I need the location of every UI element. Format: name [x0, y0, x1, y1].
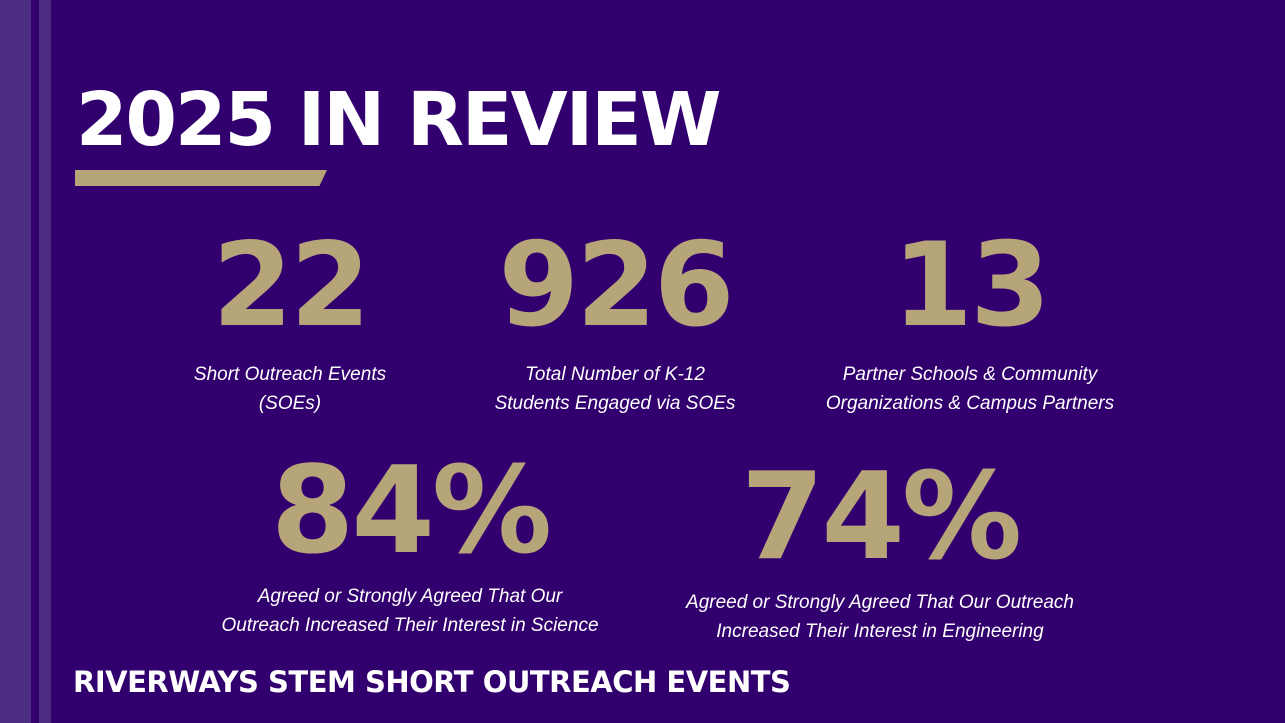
page-title: 2025 IN REVIEW [76, 77, 721, 163]
label-line: Outreach Increased Their Interest in Sci… [221, 615, 599, 636]
stat-label: Agreed or Strongly Agreed That Our Outre… [180, 582, 640, 640]
stat-value: 84% [270, 442, 552, 581]
stat-value: 13 [892, 218, 1050, 353]
decorative-stripe [39, 0, 51, 723]
stat-value: 926 [498, 218, 734, 353]
stat-label: Total Number of K-12 Students Engaged vi… [450, 360, 780, 418]
label-line: Students Engaged via SOEs [494, 393, 736, 414]
footer-title: RIVERWAYS STEM SHORT OUTREACH EVENTS [73, 665, 791, 699]
label-line: Agreed or Strongly Agreed That Our [257, 586, 563, 607]
stat-label: Short Outreach Events (SOEs) [140, 360, 440, 418]
label-line: Total Number of K-12 [525, 364, 705, 385]
label-line: Increased Their Interest in Engineering [716, 621, 1044, 642]
label-line: (SOEs) [258, 393, 322, 414]
label-line: Partner Schools & Community [842, 364, 1098, 385]
stat-partners: 13 Partner Schools & Community Organizat… [800, 226, 1140, 418]
label-line: Organizations & Campus Partners [825, 393, 1115, 414]
stat-label: Partner Schools & Community Organization… [800, 360, 1140, 418]
stat-engineering-interest: 74% Agreed or Strongly Agreed That Our O… [650, 456, 1110, 646]
stat-value: 22 [212, 218, 370, 353]
decorative-stripe [0, 0, 31, 723]
stat-events: 22 Short Outreach Events (SOEs) [140, 226, 440, 418]
stat-label: Agreed or Strongly Agreed That Our Outre… [650, 588, 1110, 646]
stat-students: 926 Total Number of K-12 Students Engage… [450, 226, 780, 418]
label-line: Short Outreach Events [193, 364, 387, 385]
label-line: Agreed or Strongly Agreed That Our Outre… [686, 592, 1074, 613]
stat-value: 74% [740, 448, 1022, 587]
stat-science-interest: 84% Agreed or Strongly Agreed That Our O… [180, 450, 640, 640]
title-underline [75, 170, 327, 186]
